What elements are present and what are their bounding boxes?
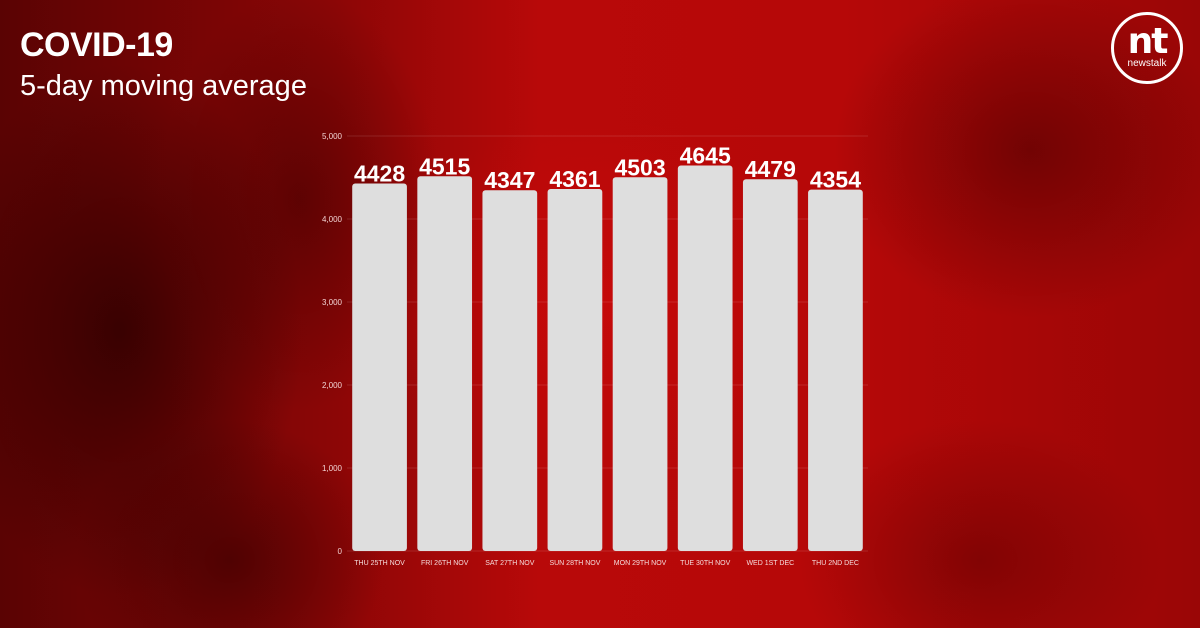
x-tick-label: THU 2ND DEC — [812, 560, 859, 567]
logo-wordmark: newstalk — [1127, 58, 1167, 69]
chart-subtitle: 5-day moving average — [20, 70, 307, 102]
x-tick-label: SAT 27TH NOV — [485, 560, 534, 567]
data-label: 4645 — [680, 142, 731, 168]
data-label: 4479 — [745, 156, 796, 182]
y-tick-label: 0 — [338, 547, 343, 556]
x-tick-label: MON 29TH NOV — [614, 560, 667, 567]
logo-mark: nt — [1127, 21, 1169, 62]
data-label: 4361 — [549, 166, 600, 192]
data-label: 4428 — [354, 160, 405, 186]
y-tick-label: 4,000 — [322, 215, 343, 224]
x-tick-label: TUE 30TH NOV — [680, 560, 731, 567]
bar — [742, 179, 798, 552]
y-tick-label: 5,000 — [322, 132, 343, 141]
x-tick-label: FRI 26TH NOV — [421, 560, 469, 567]
bar — [677, 165, 733, 551]
bar — [482, 190, 538, 551]
y-tick-label: 1,000 — [322, 464, 343, 473]
data-label: 4503 — [614, 154, 665, 180]
newstalk-logo-icon: nt newstalk — [1111, 12, 1183, 84]
bar — [352, 183, 407, 551]
x-tick-label: SUN 28TH NOV — [549, 560, 600, 567]
data-label: 4515 — [419, 153, 470, 179]
bar — [612, 177, 668, 551]
bar — [808, 189, 863, 552]
chart-title: COVID-19 — [20, 26, 173, 64]
bar — [417, 176, 473, 551]
data-label: 4354 — [810, 167, 861, 193]
data-label: 4347 — [484, 167, 535, 193]
bar — [547, 189, 603, 552]
x-tick-label: WED 1ST DEC — [746, 560, 794, 567]
x-tick-label: THU 25TH NOV — [354, 560, 405, 567]
y-tick-label: 2,000 — [322, 381, 343, 390]
y-tick-label: 3,000 — [322, 298, 343, 307]
